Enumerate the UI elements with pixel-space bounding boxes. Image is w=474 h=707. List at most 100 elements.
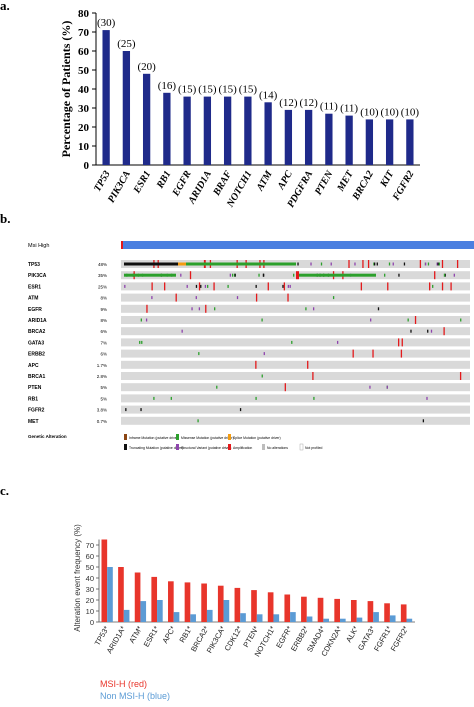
alteration-mark	[384, 273, 386, 277]
alteration-mark	[422, 419, 425, 423]
gene-percentage: 25%	[98, 284, 107, 289]
alteration-mark	[205, 304, 207, 313]
bar-data-label: (25)	[117, 38, 136, 50]
bar-data-label: (15)	[218, 84, 237, 96]
gene-percentage: 6%	[100, 352, 107, 357]
bar-msi-h	[234, 587, 241, 622]
bar-msi-h	[317, 597, 324, 622]
alteration-mark	[181, 329, 183, 333]
chart-b-oncoprint: Msi High TP53 48% PIK3CA 35% ESR1 25% ATM 8% EGFR…	[28, 241, 474, 451]
alteration-mark	[262, 273, 265, 277]
gene-label: BRCA2	[28, 329, 45, 335]
x-tick-label: TP53	[92, 169, 113, 194]
chart-c-alteration-frequency: 0 10 20 30 40 50 60 70 Alteration event frequenc…	[73, 524, 415, 701]
alteration-mark	[170, 396, 172, 400]
bar-non-msi-h	[206, 609, 213, 622]
alteration-mark	[124, 284, 126, 288]
alteration-mark	[388, 262, 391, 266]
alteration-mark	[372, 349, 374, 358]
alteration-mark	[460, 318, 462, 322]
bar-non-msi-h	[323, 618, 330, 622]
alteration-mark	[437, 262, 439, 266]
gene-percentage: 0.7%	[97, 419, 107, 424]
y-tick-label: 50	[78, 65, 90, 77]
alteration-mark	[146, 304, 148, 313]
alteration-mark	[258, 273, 260, 277]
bar-non-msi-h	[389, 615, 396, 622]
panel-label-c: c.	[0, 483, 10, 498]
y-tick-label: 60	[86, 552, 94, 561]
bar-non-msi-h	[356, 617, 363, 622]
y-tick-label: 80	[78, 8, 90, 20]
alteration-mark	[296, 273, 376, 277]
alteration-mark	[354, 262, 356, 266]
gene-percentage: 8%	[100, 296, 107, 301]
alteration-mark	[139, 340, 141, 344]
gene-track-bg	[121, 338, 470, 347]
alteration-mark	[291, 340, 293, 344]
gene-percentage: 8%	[100, 318, 107, 323]
gene-label: ESR1	[28, 284, 41, 290]
gene-percentage: 7%	[100, 340, 107, 345]
bar-data-label: (15)	[239, 84, 258, 96]
bar	[385, 119, 394, 165]
bar-msi-h	[334, 598, 340, 622]
gene-track-bg	[121, 304, 470, 313]
alteration-mark	[216, 385, 218, 389]
alteration-mark	[400, 349, 403, 358]
gene-label: FGFR2	[28, 408, 45, 414]
bar	[304, 109, 313, 165]
alteration-mark	[153, 396, 155, 400]
alteration-mark	[283, 282, 286, 291]
bar-msi-h	[201, 583, 207, 622]
bar-msi-h	[267, 592, 274, 622]
alteration-mark	[197, 419, 199, 423]
alteration-mark	[312, 307, 315, 311]
alteration-mark	[410, 329, 412, 333]
x-tick-label: PTEN	[313, 168, 336, 197]
alteration-mark	[419, 260, 422, 268]
alteration-mark	[267, 282, 269, 291]
bar-non-msi-h	[256, 614, 263, 622]
alteration-mark	[443, 273, 446, 277]
gene-percentage: 5%	[100, 396, 107, 401]
bar-non-msi-h	[290, 612, 296, 622]
bar	[163, 92, 171, 165]
bar-non-msi-h	[339, 618, 346, 622]
alteration-mark	[191, 307, 193, 311]
gene-percentage: 9%	[100, 307, 107, 312]
alteration-mark	[426, 396, 428, 400]
y-tick-label: 20	[86, 596, 94, 605]
alteration-mark	[189, 271, 192, 280]
legend-title: Genetic Alteration	[28, 434, 67, 439]
gene-percentage: 35%	[98, 273, 107, 278]
alteration-mark	[459, 372, 462, 380]
x-tick-label: MET	[335, 168, 356, 194]
gene-track-bg	[121, 360, 470, 369]
alteration-mark	[180, 273, 182, 277]
bar-data-label: (15)	[198, 84, 217, 96]
bar	[142, 73, 151, 165]
alteration-mark	[352, 349, 354, 358]
gene-label: TP53	[28, 262, 40, 268]
gene-track-bg	[121, 394, 470, 403]
alteration-mark	[195, 296, 197, 300]
legend-swatch	[299, 443, 304, 451]
msi-high-track	[121, 241, 474, 249]
gene-label: BRCA1	[28, 374, 45, 380]
alteration-mark	[387, 282, 389, 291]
alteration-mark	[450, 282, 452, 291]
alteration-mark	[236, 296, 239, 300]
legend-label: Inframe Mutation (putative driver)	[129, 436, 179, 440]
bar-non-msi-h	[107, 567, 113, 622]
alteration-mark	[401, 338, 403, 347]
gene-percentage: 6%	[100, 329, 107, 334]
bar-data-label: (12)	[299, 97, 318, 109]
x-tick-label: RB1	[154, 169, 173, 191]
legend-swatch	[176, 444, 179, 450]
header-track-label: Msi High	[28, 243, 49, 249]
alteration-mark	[261, 374, 263, 378]
alteration-mark	[362, 260, 364, 268]
alteration-mark	[427, 329, 429, 333]
bar-msi-h	[367, 601, 374, 622]
